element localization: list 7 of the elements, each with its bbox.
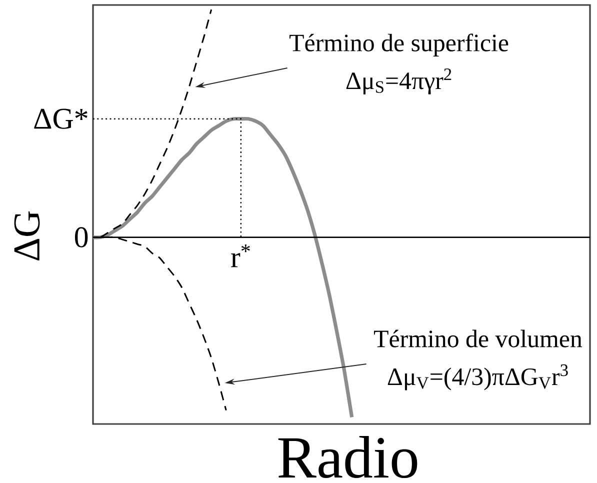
ref-line-label: ΔG* bbox=[34, 108, 88, 129]
ref-line-label: 0 bbox=[75, 227, 88, 248]
annotation: r$^{*}$ bbox=[231, 244, 250, 268]
x-axis-title: Radio bbox=[278, 436, 418, 478]
y-axis-title: ΔG bbox=[14, 211, 40, 260]
text: Término de volumen Δμ$_{V}$=(4/3)πΔG$_{V}$r$^{3}$ bbox=[374, 330, 582, 390]
text: Término de superficie Δμ$_{S}$=4πγr$^{2}$ bbox=[290, 34, 508, 94]
